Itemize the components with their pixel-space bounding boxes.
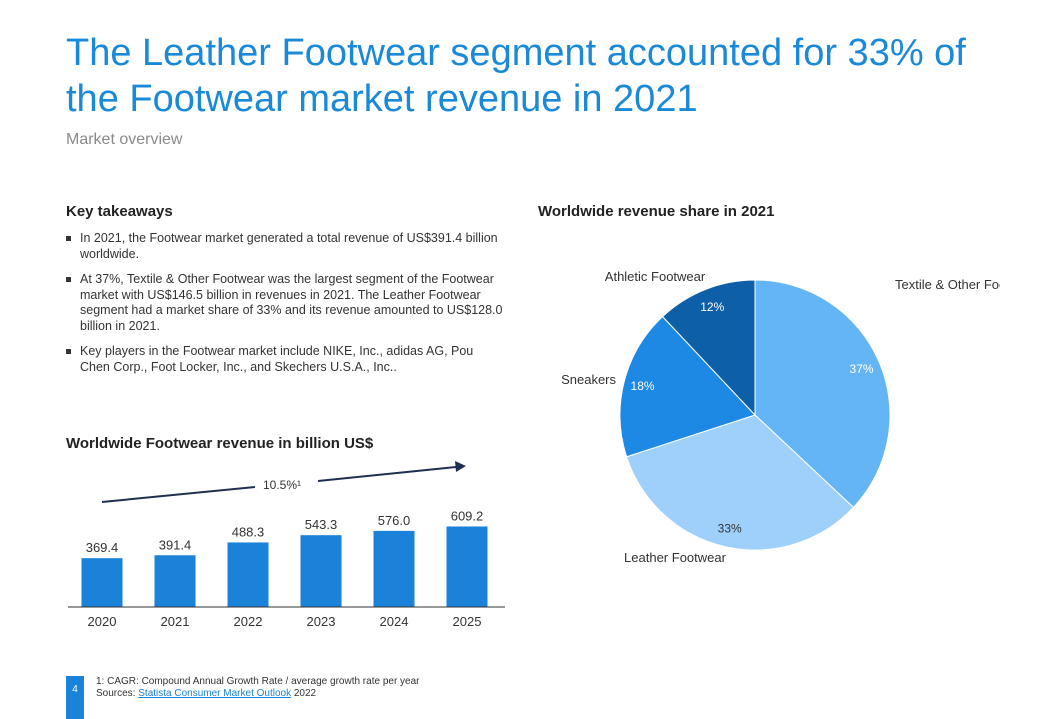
x-tick-label: 2022 xyxy=(234,614,263,629)
page-number-badge: 4 xyxy=(66,676,84,719)
cagr-annotation: 10.5%¹ xyxy=(263,478,301,492)
bar-2024 xyxy=(373,530,415,607)
pie-category-label: Sneakers xyxy=(561,372,616,387)
takeaway-item: At 37%, Textile & Other Footwear was the… xyxy=(64,272,504,334)
takeaway-item: Key players in the Footwear market inclu… xyxy=(64,344,504,375)
cagr-footnote: 1: CAGR: Compound Annual Growth Rate / a… xyxy=(96,676,420,687)
pie-category-label: Athletic Footwear xyxy=(605,269,706,284)
bar-value-label: 369.4 xyxy=(86,540,119,555)
pie-slice-textile-other-footwear xyxy=(754,279,891,509)
takeaway-item: In 2021, the Footwear market generated a… xyxy=(64,231,504,262)
pie-category-label: Leather Footwear xyxy=(624,550,727,565)
sources-suffix: 2022 xyxy=(291,688,317,699)
sources-link[interactable]: Statista Consumer Market Outlook xyxy=(138,688,292,699)
pie-slice-sneakers xyxy=(619,315,756,458)
pie-slice-athletic-footwear xyxy=(661,279,756,417)
bar-2023 xyxy=(300,535,342,607)
x-tick-label: 2023 xyxy=(307,614,336,629)
bar-chart-title: Worldwide Footwear revenue in billion US… xyxy=(66,435,374,452)
pie-percent-label: 37% xyxy=(850,362,874,376)
bar-2021 xyxy=(154,555,196,607)
pie-slice-leather-footwear xyxy=(625,414,855,551)
growth-arrow-line xyxy=(317,466,457,482)
page-subtitle: Market overview xyxy=(66,131,183,148)
bar-2022 xyxy=(227,542,269,607)
pie-percent-label: 33% xyxy=(718,521,742,535)
bar-value-label: 576.0 xyxy=(378,513,411,528)
bar-value-label: 488.3 xyxy=(232,524,265,539)
bar-value-label: 391.4 xyxy=(159,537,192,552)
bar-value-label: 609.2 xyxy=(451,508,484,523)
pie-percent-label: 18% xyxy=(631,379,655,393)
x-tick-label: 2024 xyxy=(380,614,409,629)
pie-category-label: Textile & Other Footwear xyxy=(895,277,1000,292)
sources-prefix: Sources: xyxy=(96,688,139,699)
page-title: The Leather Footwear segment accounted f… xyxy=(66,32,966,120)
bar-2020 xyxy=(81,558,123,607)
x-tick-label: 2020 xyxy=(88,614,117,629)
page-number: 4 xyxy=(72,684,78,695)
bar-2025 xyxy=(446,526,488,607)
pie-percent-label: 12% xyxy=(700,300,724,314)
sources-line: Sources: Statista Consumer Market Outloo… xyxy=(96,688,420,700)
x-tick-label: 2021 xyxy=(161,614,190,629)
bar-chart: 10.5%¹ 369.4 2020 391.4 2021 488.3 2022 543.3 20… xyxy=(68,461,505,629)
x-tick-label: 2025 xyxy=(453,614,482,629)
growth-arrow-line xyxy=(101,486,256,503)
key-takeaways-list: In 2021, the Footwear market generated a… xyxy=(64,231,504,385)
growth-arrow-head xyxy=(455,461,466,472)
bar-value-label: 543.3 xyxy=(305,517,338,532)
pie-chart: 37% Textile & Other Footwear 33% Leather Fo… xyxy=(561,269,1000,565)
key-takeaways-heading: Key takeaways xyxy=(66,203,173,220)
footer-notes: 1: CAGR: Compound Annual Growth Rate / a… xyxy=(96,676,420,700)
pie-chart-title: Worldwide revenue share in 2021 xyxy=(538,203,775,220)
